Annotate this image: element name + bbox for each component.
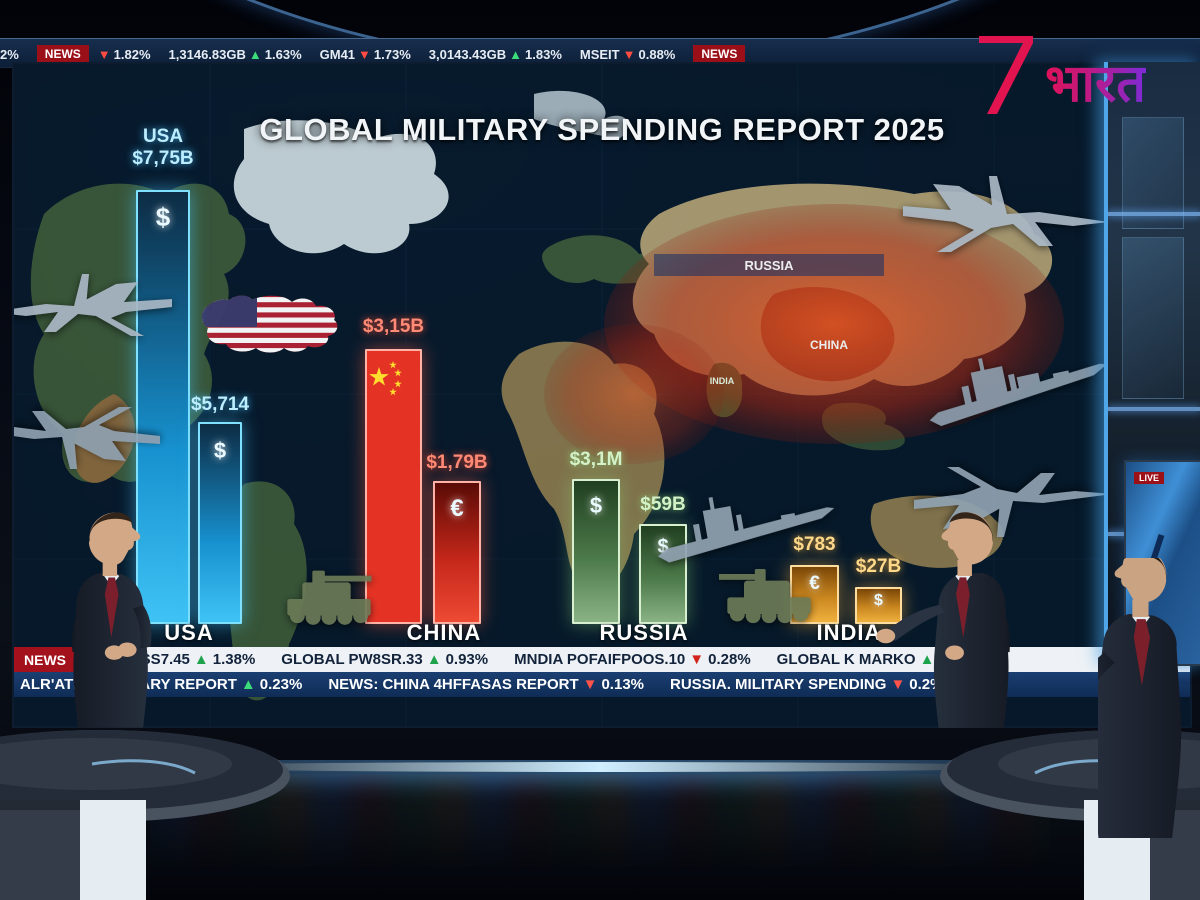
svg-text:CHINA: CHINA xyxy=(810,338,848,352)
svg-text:RUSSIA: RUSSIA xyxy=(744,258,794,273)
svg-text:INDIA: INDIA xyxy=(710,376,735,386)
